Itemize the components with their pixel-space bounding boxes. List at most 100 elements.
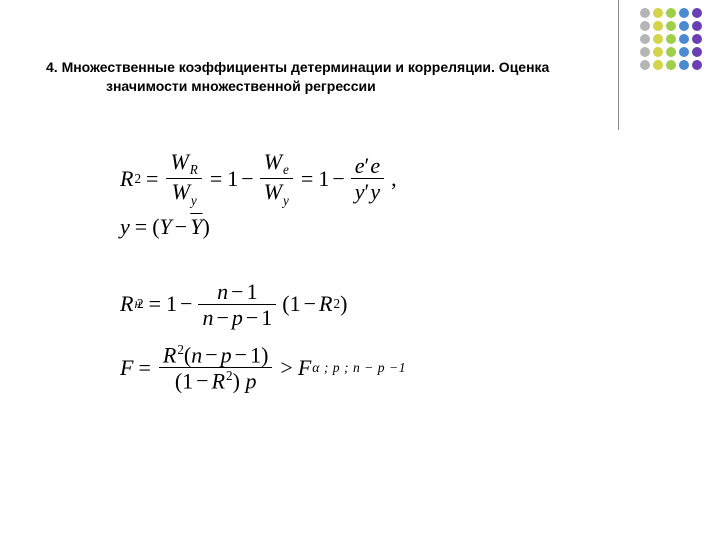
s: y (191, 193, 197, 208)
s: W (172, 179, 190, 204)
s: 1 (290, 291, 301, 317)
s: y (370, 179, 380, 204)
frac: R2(n−p−1) (1−R2) p (159, 343, 273, 393)
eq: = (135, 214, 147, 240)
dot-icon (679, 47, 689, 57)
dot-icon (692, 47, 702, 57)
dot-icon (640, 34, 650, 44)
s: ) (233, 368, 240, 393)
formula-block: R2 = WR Wy = 1− We Wy = 1− e′e y′y , y =… (120, 150, 600, 405)
s: ) (202, 214, 209, 240)
s: n (191, 342, 202, 367)
dot-icon (653, 8, 663, 18)
dot-icon (666, 47, 676, 57)
s: R (163, 342, 176, 367)
dot-icon (692, 8, 702, 18)
m: − (304, 291, 316, 317)
s: y (120, 214, 130, 240)
dot-icon (666, 60, 676, 70)
dot-icon (653, 60, 663, 70)
divider-line (618, 0, 619, 130)
s: 2 (177, 342, 184, 357)
m: − (180, 291, 192, 317)
dot-icon (692, 34, 702, 44)
slide-title: 4. Множественные коэффициенты детерминац… (46, 58, 616, 96)
s: 1 (261, 305, 272, 330)
m: − (175, 214, 187, 240)
eq: = (210, 166, 222, 192)
s: 1 (166, 291, 177, 317)
formula-adj-r-squared: Rн2 = 1− n−1 n−p−1 (1−R2) (120, 280, 600, 329)
s: e (370, 153, 380, 178)
s: 1 (227, 166, 238, 192)
dot-icon (692, 21, 702, 31)
s: R (120, 291, 133, 317)
s: F (120, 355, 133, 381)
s: y (355, 179, 365, 204)
dot-icon (653, 34, 663, 44)
dot-icon (653, 47, 663, 57)
s: 2 (137, 296, 144, 312)
s: ( (152, 214, 159, 240)
s: ) (340, 291, 347, 317)
s: F (298, 355, 311, 381)
gt: > (280, 355, 292, 381)
s: R (190, 162, 198, 177)
s: 1 (247, 279, 258, 304)
eq: = (149, 291, 161, 317)
s: y (283, 193, 289, 208)
comma: , (391, 166, 397, 192)
m: − (332, 166, 344, 192)
s: W (264, 149, 282, 174)
s: ) (261, 342, 268, 367)
dot-icon (640, 47, 650, 57)
dot-icon (640, 8, 650, 18)
formula-r-squared: R2 = WR Wy = 1− We Wy = 1− e′e y′y , (120, 150, 600, 208)
dot-icon (692, 60, 702, 70)
dot-icon (640, 21, 650, 31)
s: p (232, 305, 243, 330)
formula-f-test: F = R2(n−p−1) (1−R2) p > Fα ; p ; n − p … (120, 343, 600, 393)
dot-icon (679, 60, 689, 70)
s: W (264, 179, 282, 204)
m: − (241, 166, 253, 192)
s: R (212, 368, 225, 393)
sym: R (120, 166, 133, 192)
s: 1 (318, 166, 329, 192)
dot-icon (666, 34, 676, 44)
frac: e′e y′y (351, 154, 384, 203)
s: e (283, 162, 289, 177)
dot-icon (679, 34, 689, 44)
s: W (170, 149, 188, 174)
dot-icon (653, 21, 663, 31)
dot-icon (666, 8, 676, 18)
dot-icon (640, 60, 650, 70)
frac: We Wy (260, 150, 293, 208)
formula-y-dev: y = (Y − Y) (120, 214, 600, 240)
s: p (245, 368, 256, 393)
s: n (202, 305, 213, 330)
corner-dots (640, 8, 702, 70)
s: Y (190, 214, 202, 240)
s: e (355, 153, 365, 178)
title-line-2: значимости множественной регрессии (106, 77, 376, 96)
frac: WR Wy (166, 150, 201, 208)
title-line-1: 4. Множественные коэффициенты детерминац… (46, 59, 549, 75)
sup: 2 (134, 171, 141, 187)
eq: = (146, 166, 158, 192)
s: α ; p ; n − p −1 (312, 360, 406, 376)
s: p (221, 342, 232, 367)
s: ( (282, 291, 289, 317)
s: 1 (250, 342, 261, 367)
s: Y (160, 214, 172, 240)
dot-icon (679, 21, 689, 31)
s: 2 (333, 296, 340, 312)
s: 2 (226, 368, 233, 383)
dot-icon (666, 21, 676, 31)
s: R (319, 291, 332, 317)
s: 1 (182, 368, 193, 393)
dot-icon (679, 8, 689, 18)
s: n (217, 279, 228, 304)
eq: = (138, 355, 150, 381)
frac: n−1 n−p−1 (198, 280, 276, 329)
